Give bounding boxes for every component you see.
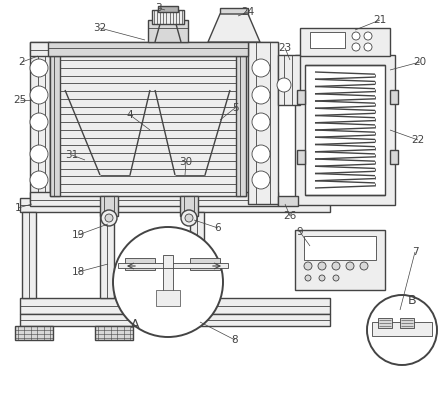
- Circle shape: [252, 59, 270, 77]
- Bar: [100, 212, 114, 298]
- Text: 4: 4: [127, 110, 133, 120]
- Text: 7: 7: [412, 247, 418, 257]
- Circle shape: [101, 210, 117, 226]
- Text: 22: 22: [412, 135, 424, 145]
- Bar: [125, 258, 155, 270]
- Circle shape: [181, 210, 197, 226]
- Bar: [297, 90, 305, 104]
- Bar: [278, 196, 298, 206]
- Bar: [378, 318, 392, 328]
- Text: 23: 23: [278, 43, 292, 53]
- Circle shape: [30, 59, 48, 77]
- Bar: [236, 56, 246, 196]
- Bar: [295, 55, 395, 205]
- Circle shape: [318, 262, 326, 270]
- Text: 6: 6: [215, 223, 221, 233]
- Circle shape: [305, 275, 311, 281]
- Circle shape: [113, 227, 223, 337]
- Text: 9: 9: [297, 227, 303, 237]
- Circle shape: [252, 171, 270, 189]
- Bar: [156, 290, 180, 306]
- Bar: [190, 258, 220, 270]
- Bar: [278, 55, 300, 105]
- Bar: [20, 298, 330, 314]
- Circle shape: [360, 262, 368, 270]
- Text: A: A: [131, 318, 139, 331]
- Text: 21: 21: [373, 15, 387, 25]
- Bar: [180, 196, 198, 216]
- Bar: [20, 198, 330, 212]
- Bar: [50, 56, 60, 196]
- Text: 26: 26: [283, 211, 297, 221]
- Circle shape: [185, 214, 193, 222]
- Bar: [30, 42, 278, 56]
- Circle shape: [304, 262, 312, 270]
- Bar: [100, 196, 118, 216]
- Text: 31: 31: [65, 150, 79, 160]
- Text: 3: 3: [155, 3, 161, 13]
- Text: 25: 25: [13, 95, 27, 105]
- Bar: [297, 150, 305, 164]
- Bar: [50, 56, 246, 196]
- Text: 20: 20: [413, 57, 427, 67]
- Bar: [304, 236, 376, 260]
- Bar: [372, 322, 432, 336]
- Circle shape: [30, 145, 48, 163]
- Circle shape: [252, 86, 270, 104]
- Bar: [15, 326, 53, 340]
- Bar: [248, 42, 278, 204]
- Bar: [30, 42, 50, 202]
- Circle shape: [364, 32, 372, 40]
- Circle shape: [252, 113, 270, 131]
- Circle shape: [352, 32, 360, 40]
- Circle shape: [367, 295, 437, 365]
- Bar: [163, 255, 173, 305]
- Bar: [390, 150, 398, 164]
- Bar: [148, 20, 188, 42]
- Circle shape: [30, 113, 48, 131]
- Bar: [22, 212, 36, 298]
- Bar: [152, 10, 184, 24]
- Text: B: B: [408, 293, 416, 307]
- Bar: [118, 263, 228, 268]
- Polygon shape: [208, 14, 260, 42]
- Circle shape: [105, 214, 113, 222]
- Circle shape: [364, 43, 372, 51]
- Text: 32: 32: [93, 23, 107, 33]
- Bar: [95, 326, 133, 340]
- Circle shape: [333, 275, 339, 281]
- Bar: [305, 65, 385, 195]
- Circle shape: [352, 43, 360, 51]
- Bar: [400, 318, 414, 328]
- Circle shape: [319, 275, 325, 281]
- Text: 30: 30: [179, 157, 193, 167]
- Bar: [158, 6, 178, 12]
- Circle shape: [30, 86, 48, 104]
- Bar: [48, 42, 248, 56]
- Text: 1: 1: [15, 203, 21, 213]
- Bar: [20, 314, 330, 326]
- Bar: [300, 28, 390, 56]
- Bar: [310, 32, 345, 48]
- Circle shape: [30, 171, 48, 189]
- Text: 24: 24: [242, 7, 254, 17]
- Bar: [220, 8, 248, 16]
- Circle shape: [332, 262, 340, 270]
- Bar: [295, 230, 385, 290]
- Bar: [190, 212, 204, 298]
- Text: 19: 19: [71, 230, 85, 240]
- Text: 18: 18: [71, 267, 85, 277]
- Text: 8: 8: [232, 335, 238, 345]
- Text: 2: 2: [19, 57, 25, 67]
- Text: 5: 5: [232, 103, 238, 113]
- Circle shape: [252, 145, 270, 163]
- Circle shape: [346, 262, 354, 270]
- Circle shape: [277, 78, 291, 92]
- Bar: [30, 192, 278, 206]
- Bar: [390, 90, 398, 104]
